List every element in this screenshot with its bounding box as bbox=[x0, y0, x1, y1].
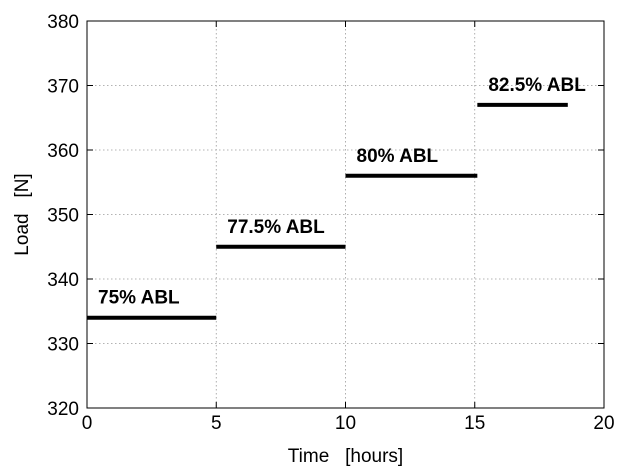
segment-label: 82.5% ABL bbox=[488, 75, 586, 96]
ticks bbox=[86, 20, 605, 409]
series bbox=[87, 102, 568, 320]
segment-label: 80% ABL bbox=[357, 146, 439, 167]
x-tick-label: 10 bbox=[335, 413, 356, 434]
x-axis-label: Time [hours] bbox=[288, 446, 403, 467]
x-tick-label: 0 bbox=[82, 413, 93, 434]
y-axis-label: Load [N] bbox=[12, 173, 33, 255]
x-tick-label: 20 bbox=[593, 413, 614, 434]
y-tick-label: 370 bbox=[47, 77, 79, 98]
segment-label: 77.5% ABL bbox=[227, 217, 325, 238]
y-tick-label: 380 bbox=[47, 12, 79, 33]
y-tick-label: 350 bbox=[47, 206, 79, 227]
y-tick-label: 360 bbox=[47, 141, 79, 162]
y-tick-label: 340 bbox=[47, 270, 79, 291]
x-tick-label: 15 bbox=[464, 413, 485, 434]
x-tick-label: 5 bbox=[211, 413, 222, 434]
tick-labels: 0 5 10 15 20 320 330 340 350 360 370 380 bbox=[47, 12, 614, 434]
data-labels: 75% ABL 77.5% ABL 80% ABL 82.5% ABL bbox=[98, 75, 586, 309]
grid bbox=[87, 21, 604, 408]
y-tick-label: 320 bbox=[47, 399, 79, 420]
y-tick-label: 330 bbox=[47, 335, 79, 356]
segment-label: 75% ABL bbox=[98, 288, 180, 309]
